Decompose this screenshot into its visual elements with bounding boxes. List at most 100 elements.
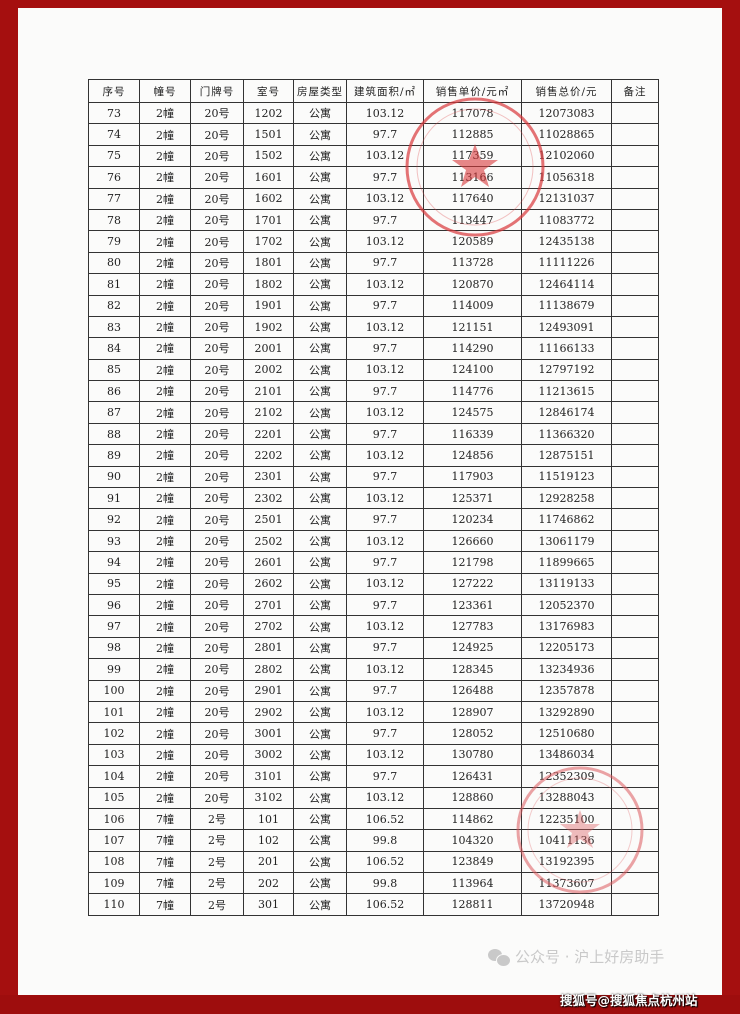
cell-door-no: 20号 xyxy=(190,487,244,510)
cell-house-type: 公寓 xyxy=(293,465,347,489)
column-header: 幢号 xyxy=(139,79,191,103)
table-row: 73 2幢 20号 1202 公寓 103.12 117078 12073083 xyxy=(88,101,659,125)
cell-total-price: 12205173 xyxy=(521,636,612,660)
cell-room-no: 202 xyxy=(243,872,294,895)
cell-total-price: 11366320 xyxy=(521,422,612,446)
cell-unit-price: 120234 xyxy=(423,508,522,531)
cell-unit-price: 126660 xyxy=(423,529,522,553)
cell-building-no: 2幢 xyxy=(139,551,191,574)
cell-room-no: 2001 xyxy=(243,337,294,360)
cell-building-no: 7幢 xyxy=(139,850,191,874)
table-row: 82 2幢 20号 1901 公寓 97.7 114009 11138679 xyxy=(88,294,659,317)
cell-remark xyxy=(611,487,659,510)
cell-house-type: 公寓 xyxy=(293,208,347,232)
cell-remark xyxy=(611,337,659,360)
cell-door-no: 20号 xyxy=(190,337,244,360)
price-table: 序号 幢号 门牌号 室号 房屋类型 建筑面积/㎡ 销售单价/元㎡ 销售总价/元 备注 73 2幢 2… xyxy=(88,79,659,916)
cell-remark xyxy=(611,294,659,317)
cell-door-no: 20号 xyxy=(190,593,244,617)
cell-room-no: 2702 xyxy=(243,615,294,638)
cell-house-type: 公寓 xyxy=(293,572,347,595)
cell-building-no: 2幢 xyxy=(139,380,191,403)
cell-building-no: 2幢 xyxy=(139,786,191,809)
cell-area: 97.7 xyxy=(346,337,424,360)
cell-unit-price: 126488 xyxy=(423,679,522,702)
cell-remark xyxy=(611,636,659,660)
cell-room-no: 2202 xyxy=(243,444,294,467)
column-header: 门牌号 xyxy=(190,79,244,103)
cell-house-type: 公寓 xyxy=(293,658,347,681)
cell-total-price: 12235100 xyxy=(521,807,612,831)
table-row: 107 7幢 2号 102 公寓 99.8 104320 10411136 xyxy=(88,829,659,852)
table-row: 108 7幢 2号 201 公寓 106.52 123849 13192395 xyxy=(88,850,659,874)
cell-unit-price: 128860 xyxy=(423,786,522,809)
cell-house-type: 公寓 xyxy=(293,251,347,275)
cell-area: 103.12 xyxy=(346,358,424,382)
cell-house-type: 公寓 xyxy=(293,166,347,189)
table-row: 78 2幢 20号 1701 公寓 97.7 113447 11083772 xyxy=(88,208,659,232)
cell-remark xyxy=(611,208,659,232)
cell-room-no: 301 xyxy=(243,893,294,916)
cell-house-type: 公寓 xyxy=(293,551,347,574)
cell-area: 97.7 xyxy=(346,380,424,403)
cell-remark xyxy=(611,551,659,574)
cell-unit-price: 123361 xyxy=(423,593,522,617)
cell-area: 97.7 xyxy=(346,251,424,275)
cell-serial-no: 98 xyxy=(88,636,140,660)
cell-remark xyxy=(611,315,659,339)
table-row: 104 2幢 20号 3101 公寓 97.7 126431 12352309 xyxy=(88,765,659,788)
cell-serial-no: 102 xyxy=(88,722,140,745)
cell-building-no: 2幢 xyxy=(139,422,191,446)
cell-area: 103.12 xyxy=(346,743,424,767)
cell-total-price: 13061179 xyxy=(521,529,612,553)
cell-area: 97.7 xyxy=(346,166,424,189)
cell-room-no: 1702 xyxy=(243,230,294,253)
cell-remark xyxy=(611,465,659,489)
cell-house-type: 公寓 xyxy=(293,850,347,874)
cell-serial-no: 100 xyxy=(88,679,140,702)
table-row: 76 2幢 20号 1601 公寓 97.7 113166 11056318 xyxy=(88,166,659,189)
cell-serial-no: 110 xyxy=(88,893,140,916)
cell-room-no: 2101 xyxy=(243,380,294,403)
cell-door-no: 20号 xyxy=(190,166,244,189)
cell-room-no: 2902 xyxy=(243,700,294,724)
cell-room-no: 3101 xyxy=(243,765,294,788)
cell-total-price: 11373607 xyxy=(521,872,612,895)
cell-area: 103.12 xyxy=(346,615,424,638)
cell-unit-price: 121151 xyxy=(423,315,522,339)
table-row: 90 2幢 20号 2301 公寓 97.7 117903 11519123 xyxy=(88,465,659,489)
cell-serial-no: 107 xyxy=(88,829,140,852)
cell-area: 106.52 xyxy=(346,850,424,874)
table-row: 110 7幢 2号 301 公寓 106.52 128811 13720948 xyxy=(88,893,659,916)
cell-unit-price: 126431 xyxy=(423,765,522,788)
table-header-row: 序号 幢号 门牌号 室号 房屋类型 建筑面积/㎡ 销售单价/元㎡ 销售总价/元 备注 xyxy=(88,79,659,103)
column-header: 房屋类型 xyxy=(293,79,347,103)
cell-area: 97.7 xyxy=(346,722,424,745)
cell-building-no: 2幢 xyxy=(139,294,191,317)
cell-house-type: 公寓 xyxy=(293,315,347,339)
table-row: 99 2幢 20号 2802 公寓 103.12 128345 13234936 xyxy=(88,658,659,681)
cell-door-no: 20号 xyxy=(190,679,244,702)
table-row: 102 2幢 20号 3001 公寓 97.7 128052 12510680 xyxy=(88,722,659,745)
cell-serial-no: 77 xyxy=(88,187,140,210)
cell-door-no: 20号 xyxy=(190,636,244,660)
cell-room-no: 2301 xyxy=(243,465,294,489)
cell-house-type: 公寓 xyxy=(293,508,347,531)
table-row: 77 2幢 20号 1602 公寓 103.12 117640 12131037 xyxy=(88,187,659,210)
cell-house-type: 公寓 xyxy=(293,743,347,767)
cell-serial-no: 83 xyxy=(88,315,140,339)
cell-room-no: 2501 xyxy=(243,508,294,531)
cell-serial-no: 103 xyxy=(88,743,140,767)
cell-unit-price: 113447 xyxy=(423,208,522,232)
cell-area: 103.12 xyxy=(346,101,424,125)
cell-house-type: 公寓 xyxy=(293,444,347,467)
cell-total-price: 12073083 xyxy=(521,101,612,125)
cell-house-type: 公寓 xyxy=(293,101,347,125)
cell-remark xyxy=(611,850,659,874)
cell-door-no: 20号 xyxy=(190,358,244,382)
cell-area: 97.7 xyxy=(346,593,424,617)
bottom-band xyxy=(0,995,740,1014)
cell-unit-price: 124100 xyxy=(423,358,522,382)
cell-total-price: 11519123 xyxy=(521,465,612,489)
cell-unit-price: 124575 xyxy=(423,401,522,424)
